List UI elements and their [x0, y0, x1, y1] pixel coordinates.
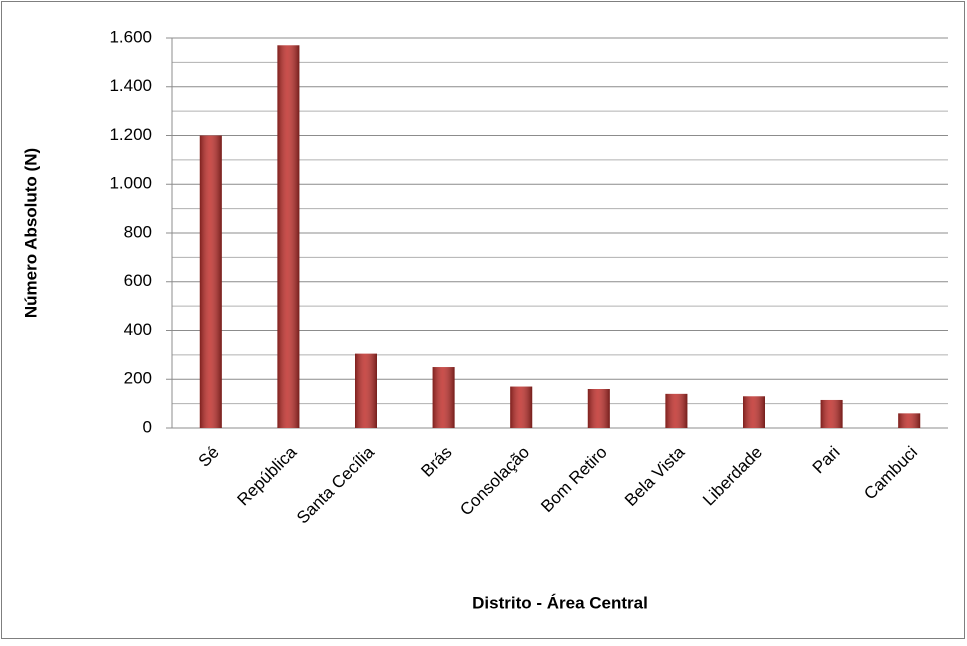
bar	[277, 45, 300, 428]
y-tick-label: 1.200	[109, 125, 152, 144]
y-tick-label: 600	[124, 271, 152, 290]
bar	[199, 135, 222, 428]
bar	[355, 353, 377, 428]
bar	[820, 399, 843, 428]
y-tick-label: 1.400	[109, 76, 152, 95]
y-tick-label: 400	[124, 320, 152, 339]
y-tick-label: 0	[143, 417, 152, 436]
bar	[510, 386, 533, 428]
bar	[743, 396, 765, 428]
bar	[432, 367, 455, 428]
bar	[898, 413, 921, 428]
y-axis-title: Número Absoluto (N)	[21, 148, 40, 318]
bar	[587, 389, 610, 428]
bar	[665, 393, 688, 428]
y-tick-label: 800	[124, 222, 152, 241]
y-tick-label: 1.000	[109, 174, 152, 193]
y-tick-label: 200	[124, 369, 152, 388]
x-axis-title: Distrito - Área Central	[472, 593, 648, 612]
y-tick-label: 1.600	[109, 27, 152, 46]
